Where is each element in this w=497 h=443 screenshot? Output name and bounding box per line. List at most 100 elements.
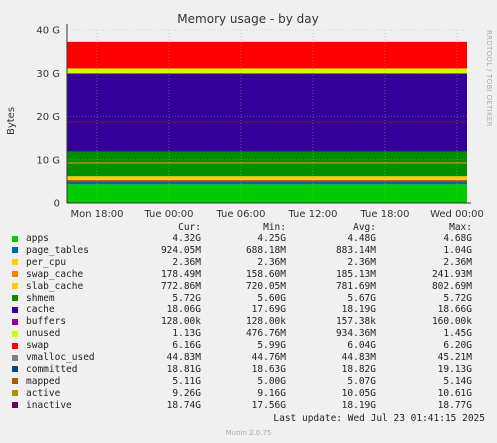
legend-name: per_cpu xyxy=(26,256,67,268)
y-tick-label: 30 G xyxy=(36,69,60,80)
legend-name: buffers xyxy=(26,316,67,328)
legend-max: 2.36M xyxy=(443,256,472,268)
legend-name: slab_cache xyxy=(26,280,84,292)
legend-color-swatch xyxy=(12,259,18,266)
legend-color-swatch xyxy=(12,318,18,325)
legend-row-shmem: shmem 5.72G 5.60G 5.67G 5.72G xyxy=(12,293,472,305)
area-page-tables xyxy=(67,180,467,185)
legend-avg: 781.69M xyxy=(335,280,376,292)
legend-max: 4.68G xyxy=(443,233,472,244)
legend-row-unused: unused 1.13G 476.76M 934.36M 1.45G xyxy=(12,328,472,340)
legend-name: active xyxy=(26,387,61,399)
legend-color-swatch xyxy=(12,402,18,409)
legend-avg: 4.48G xyxy=(347,233,376,244)
legend-cur: 5.72G xyxy=(172,292,201,304)
legend-avg: 18.19G xyxy=(341,399,376,411)
legend-header-min: Min: xyxy=(263,221,286,233)
legend-color-swatch xyxy=(12,271,18,278)
legend-avg: 157.38k xyxy=(335,316,376,328)
y-tick-label: 40 G xyxy=(36,26,60,37)
x-tick-label: Tue 12:00 xyxy=(287,209,337,220)
legend-row-inactive: inactive 18.74G 17.56G 18.19G 18.77G xyxy=(12,400,472,412)
legend-swatch xyxy=(12,340,26,352)
legend-avg: 5.67G xyxy=(347,292,376,304)
legend-name: apps xyxy=(26,233,49,244)
legend-header-max: Max: xyxy=(449,221,472,233)
plot-area xyxy=(67,41,467,203)
legend-swatch xyxy=(12,233,26,245)
x-tick-label: Wed 00:00 xyxy=(430,209,484,220)
legend-name: cache xyxy=(26,304,55,316)
legend-max: 5.14G xyxy=(443,375,472,387)
legend-avg: 934.36M xyxy=(335,328,376,340)
legend-avg: 44.83M xyxy=(341,352,376,364)
legend-min: 476.76M xyxy=(245,328,286,340)
legend-name: vmalloc_used xyxy=(26,352,95,364)
legend-avg: 5.07G xyxy=(347,375,376,387)
legend-swatch xyxy=(12,269,26,281)
legend-swatch xyxy=(12,281,26,293)
x-tick-label: Tue 00:00 xyxy=(143,209,193,220)
legend-max: 6.20G xyxy=(443,340,472,352)
legend-max: 19.13G xyxy=(437,363,472,375)
legend-swatch xyxy=(12,316,26,328)
legend-cur: 178.49M xyxy=(160,268,201,280)
legend-cur: 4.32G xyxy=(172,233,201,244)
area-slab-cache xyxy=(67,176,467,180)
legend-color-swatch xyxy=(12,378,18,385)
area-unused xyxy=(67,68,467,74)
area-swap xyxy=(67,41,467,69)
legend-avg: 18.82G xyxy=(341,363,376,375)
legend-swatch xyxy=(12,293,26,305)
legend-color-swatch xyxy=(12,354,18,361)
legend-color-swatch xyxy=(12,366,18,373)
area-cache xyxy=(67,73,467,152)
legend-max: 18.77G xyxy=(437,399,472,411)
legend-header-row: Cur: Min: Avg: Max: xyxy=(12,221,472,233)
legend-avg: 185.13M xyxy=(335,268,376,280)
area-swap-cache xyxy=(67,179,467,181)
x-tick-label: Mon 18:00 xyxy=(70,209,123,220)
legend-color-swatch xyxy=(12,390,18,397)
x-tick-label: Tue 18:00 xyxy=(359,209,409,220)
rrdtool-credit: RRDTOOL / TOBI OETIKER xyxy=(485,30,493,127)
legend-cur: 924.05M xyxy=(160,244,201,256)
legend-swatch xyxy=(12,257,26,269)
legend-min: 2.36M xyxy=(257,256,286,268)
legend-color-swatch xyxy=(12,283,18,290)
legend-min: 44.76M xyxy=(251,352,286,364)
legend-min: 688.18M xyxy=(245,244,286,256)
legend-row-active: active 9.26G 9.16G 10.05G 10.61G xyxy=(12,388,472,400)
legend-header-cur: Cur: xyxy=(178,221,201,233)
legend-swatch xyxy=(12,328,26,340)
y-tick-label: 10 G xyxy=(36,155,60,166)
legend-avg: 2.36M xyxy=(347,256,376,268)
legend-cur: 6.16G xyxy=(172,340,201,352)
x-tick-label: Tue 06:00 xyxy=(215,209,265,220)
y-tick-label: 0 xyxy=(54,199,60,210)
legend-swatch xyxy=(12,304,26,316)
y-ticks: 0 10 G 20 G 30 G 40 G xyxy=(36,26,60,210)
legend-row-swap-cache: swap_cache 178.49M 158.60M 185.13M 241.93M xyxy=(12,269,472,281)
legend-swatch xyxy=(12,376,26,388)
y-tick-label: 20 G xyxy=(36,112,60,123)
legend-avg: 10.05G xyxy=(341,387,376,399)
legend-name: committed xyxy=(26,363,78,375)
legend-row-cache: cache 18.06G 17.69G 18.19G 18.66G xyxy=(12,304,472,316)
legend-swatch xyxy=(12,364,26,376)
legend-row-vmalloc-used: vmalloc_used 44.83M 44.76M 44.83M 45.21M xyxy=(12,352,472,364)
legend-avg: 883.14M xyxy=(335,244,376,256)
legend-color-swatch xyxy=(12,306,18,313)
legend-header-avg: Avg: xyxy=(353,221,376,233)
legend-row-apps: apps 4.32G 4.25G 4.48G 4.68G xyxy=(12,233,472,245)
legend-cur: 9.26G xyxy=(172,387,201,399)
legend-min: 720.05M xyxy=(245,280,286,292)
last-update: Last update: Wed Jul 23 01:41:15 2025 xyxy=(273,413,485,424)
legend-row-per-cpu: per_cpu 2.36M 2.36M 2.36M 2.36M xyxy=(12,257,472,269)
legend-min: 17.56G xyxy=(251,399,286,411)
legend-cur: 44.83M xyxy=(166,352,201,364)
legend-cur: 18.74G xyxy=(166,399,201,411)
legend-min: 18.63G xyxy=(251,363,286,375)
x-ticks: Mon 18:00 Tue 00:00 Tue 06:00 Tue 12:00 Tue … xyxy=(70,209,483,220)
legend-cur: 128.00k xyxy=(160,316,201,328)
